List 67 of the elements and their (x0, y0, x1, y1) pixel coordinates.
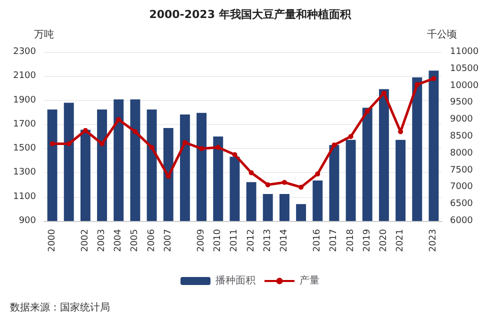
x-tick-label: 2006 (146, 228, 157, 252)
y2-tick-label: 8000 (450, 148, 474, 158)
x-tick-label: 2020 (378, 228, 389, 252)
point (216, 144, 221, 150)
point (282, 180, 287, 185)
x-tick-label: 2012 (246, 229, 256, 252)
y2-tick-label: 6000 (450, 216, 474, 226)
source-note: 数据来源：国家统计局 (10, 302, 110, 314)
x-tick-label: 2011 (230, 229, 240, 252)
point (248, 170, 254, 176)
y-tick-label: 1900 (13, 95, 36, 106)
x-tick-label: 2014 (279, 228, 290, 252)
point (182, 140, 188, 146)
x-tick-label: 2002 (80, 229, 90, 252)
x-tick-label: 2017 (329, 229, 340, 252)
x-tick-label: 2000 (47, 228, 58, 252)
x-tick-label: 2023 (428, 229, 439, 252)
point (199, 146, 204, 152)
point (332, 142, 337, 148)
legend-label: 播种面积 (216, 274, 256, 286)
point (265, 182, 270, 188)
x-tick-label: 2005 (130, 229, 140, 252)
x-tick-label: 2007 (163, 229, 174, 252)
y2-axis-title: 千公顷 (427, 28, 457, 40)
y2-tick-label: 10000 (450, 80, 479, 91)
point (50, 141, 55, 146)
point (132, 129, 138, 134)
y2-tick-label: 8500 (450, 132, 474, 142)
y-tick-label: 1500 (13, 144, 36, 154)
x-tick-label: 2004 (114, 228, 124, 252)
point (232, 152, 238, 158)
y2-tick-label: 6500 (450, 199, 474, 210)
point (149, 144, 154, 150)
x-tick-label: 2003 (97, 229, 108, 252)
y-tick-label: 1100 (13, 192, 36, 202)
y-tick-label: 2100 (13, 71, 36, 82)
y-tick-label: 1700 (13, 119, 36, 130)
y-tick-label: 900 (18, 216, 36, 226)
x-tick-label: 2021 (396, 229, 406, 252)
point (348, 134, 354, 139)
x-tick-label: 2016 (312, 228, 323, 252)
y2-tick-label: 9000 (450, 114, 474, 125)
y2-tick-label: 9500 (450, 98, 474, 108)
y2-tick-label: 7000 (450, 182, 474, 192)
x-tick-label: 2009 (196, 228, 207, 252)
point (414, 82, 420, 88)
point (100, 141, 105, 146)
legend-label: 产量 (300, 274, 320, 286)
y2-tick-label: 11000 (450, 47, 479, 57)
chart-title: 2000-2023 年我国大豆产量和种植面积 (149, 8, 352, 21)
point (116, 117, 122, 122)
point (315, 171, 320, 176)
point (66, 141, 72, 146)
point (431, 76, 436, 82)
y-tick-label: 1300 (13, 168, 36, 178)
y2-tick-label: 7500 (450, 165, 474, 176)
x-tick-label: 2010 (213, 228, 224, 252)
y2-tick-label: 10500 (450, 64, 479, 74)
point (298, 184, 304, 190)
x-tick-label: 2018 (346, 228, 356, 252)
y-tick-label: 2300 (13, 47, 36, 57)
x-tick-label: 2019 (362, 228, 372, 252)
x-tick-label: 2013 (262, 229, 273, 252)
y-axis-title: 万吨 (34, 28, 54, 40)
point (381, 90, 386, 96)
point (364, 108, 370, 114)
point (82, 128, 88, 133)
